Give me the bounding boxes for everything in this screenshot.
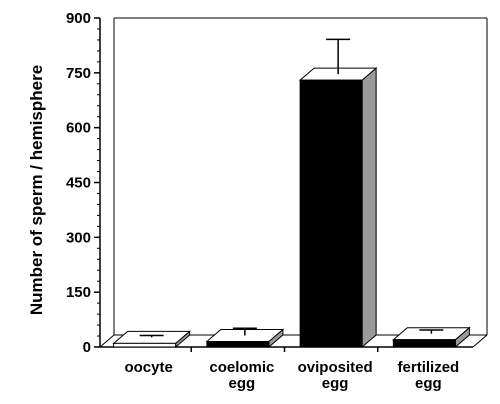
bar-front: [392, 339, 456, 348]
y-tick-label: 0: [83, 339, 91, 356]
floor-right-edge: [472, 334, 488, 348]
y-tick-label: 300: [66, 229, 91, 246]
x-category-label: oviposited: [298, 359, 373, 376]
y-axis-label: Number of sperm / hemisphere: [27, 65, 46, 315]
bar-side: [361, 67, 377, 349]
bar-3: [392, 326, 471, 349]
x-category-label: egg: [415, 375, 442, 392]
x-axis: oocyte coelomiceggovipositedeggfertilized…: [124, 347, 459, 392]
y-axis-title: Number of sperm / hemisphere: [27, 65, 46, 315]
floor-left-edge: [99, 334, 115, 348]
x-category-label: egg: [322, 375, 349, 392]
bar-front: [299, 79, 363, 348]
bar-front: [113, 342, 177, 348]
x-category-label: coelomic: [209, 359, 274, 376]
x-category-label: egg: [229, 375, 256, 392]
y-tick-label: 150: [66, 284, 91, 301]
y-tick-label: 450: [66, 175, 91, 192]
bar-front: [206, 341, 270, 348]
bar-1: [205, 327, 285, 349]
y-tick-label: 750: [66, 65, 91, 82]
bar-0: [112, 330, 191, 349]
bars: [112, 38, 471, 349]
bar-2: [298, 38, 378, 349]
y-tick-label: 600: [66, 120, 91, 137]
y-tick-label: 900: [66, 10, 91, 27]
y-axis: 0 150 300 450 600 750 900: [66, 10, 101, 356]
x-category-label: fertilized: [398, 359, 460, 376]
plot-frame: [99, 17, 488, 348]
x-category-label: oocyte: [124, 359, 172, 376]
